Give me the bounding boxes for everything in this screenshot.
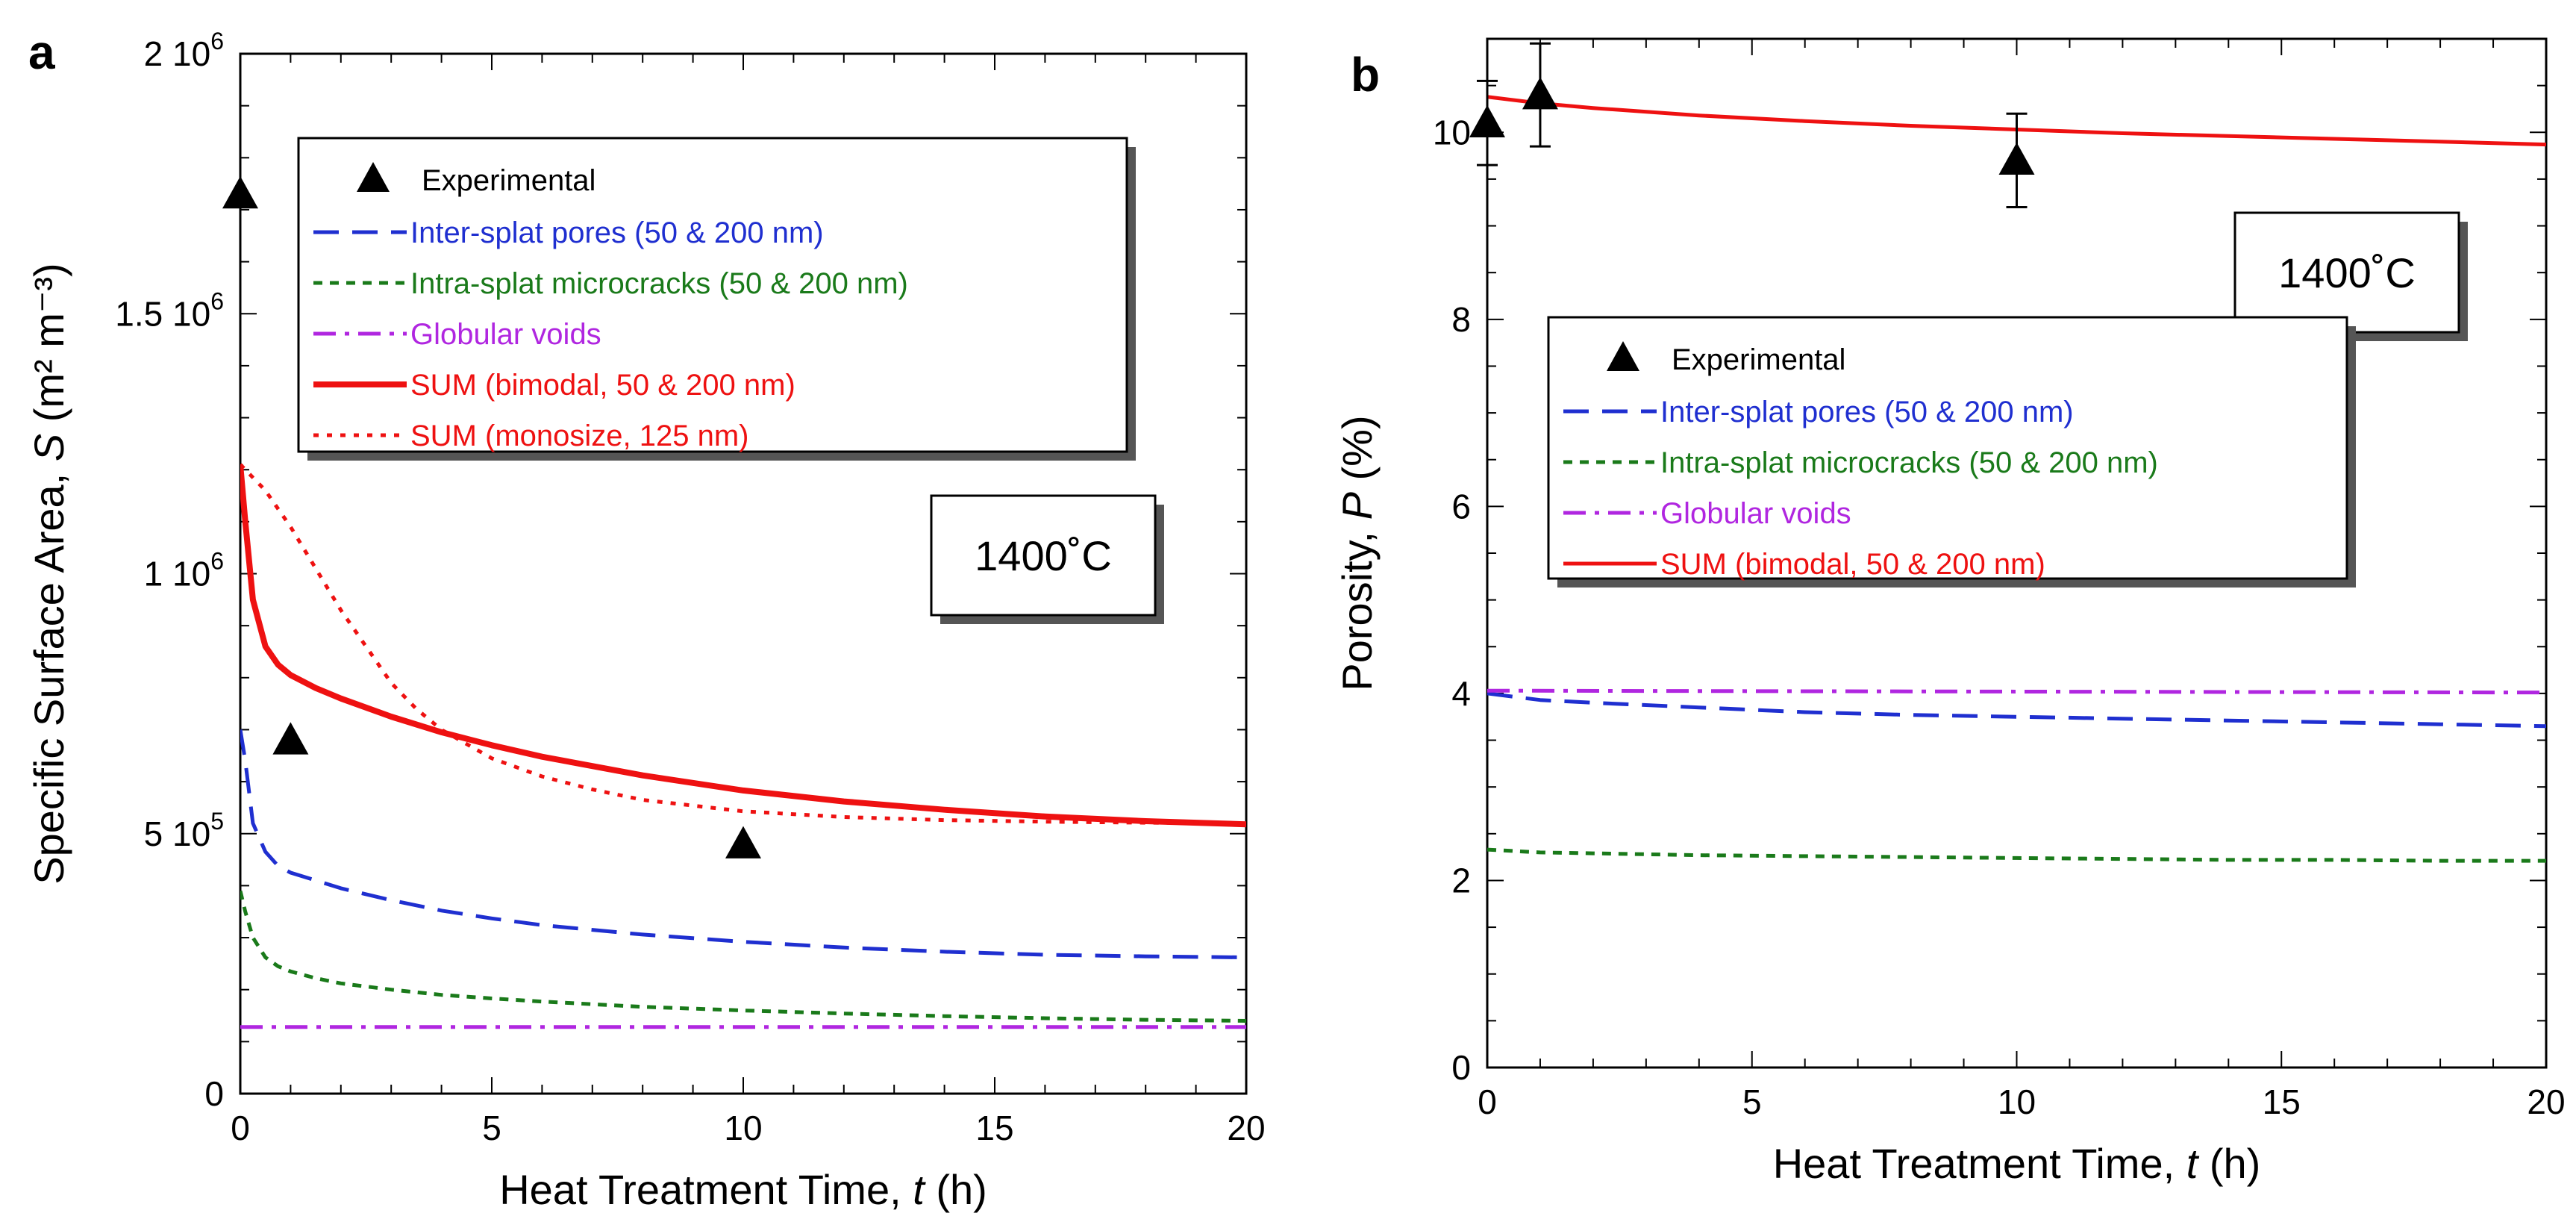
legend-entry: SUM (monosize, 125 nm) bbox=[410, 420, 748, 452]
temperature-annotation: 1400˚C bbox=[975, 532, 1112, 579]
legend-entry-experimental: Experimental bbox=[1672, 343, 1845, 376]
y-tick-mantissa: 5 10 bbox=[144, 814, 211, 853]
y-tick-exponent: 5 bbox=[210, 808, 224, 835]
y-tick-label: 6 bbox=[1451, 487, 1471, 526]
x-tick-label: 20 bbox=[2527, 1082, 2565, 1121]
series-line bbox=[1487, 847, 2546, 863]
legend-box bbox=[1547, 316, 2348, 580]
x-axis-label-var: t bbox=[913, 1166, 926, 1213]
x-tick-label: 0 bbox=[231, 1109, 250, 1147]
x-tick-label: 20 bbox=[1227, 1109, 1265, 1147]
y-tick-exponent: 6 bbox=[210, 287, 224, 314]
panel-letter: b bbox=[1351, 48, 1380, 102]
x-tick-label: 10 bbox=[1998, 1082, 2036, 1121]
x-tick-label: 5 bbox=[482, 1109, 501, 1147]
series-line bbox=[240, 729, 1246, 959]
x-axis-label-var: t bbox=[2186, 1140, 2200, 1187]
y-tick-mantissa: 0 bbox=[204, 1074, 224, 1113]
y-tick-exponent: 6 bbox=[210, 548, 224, 575]
series-line bbox=[1487, 95, 2546, 147]
y-tick-label: 10 bbox=[1433, 113, 1471, 152]
panel-letter: a bbox=[28, 25, 55, 79]
annotation-box bbox=[2233, 211, 2460, 334]
x-axis-label: Heat Treatment Time, t (h) bbox=[499, 1166, 987, 1213]
y-tick-label: 4 bbox=[1451, 674, 1471, 713]
experimental-point bbox=[1998, 142, 2035, 175]
y-tick-exponent: 6 bbox=[210, 28, 224, 54]
legend-marker-experimental bbox=[357, 162, 390, 192]
y-axis-label-unit: (%) bbox=[1334, 415, 1381, 492]
series-line bbox=[240, 890, 1246, 1023]
x-axis-label-unit: (h) bbox=[925, 1166, 987, 1213]
y-tick-label: 2 106 bbox=[144, 28, 224, 73]
legend-entry: Intra-splat microcracks (50 & 200 nm) bbox=[410, 267, 908, 300]
legend-entry: Intra-splat microcracks (50 & 200 nm) bbox=[1660, 446, 2158, 479]
y-tick-label: 0 bbox=[204, 1074, 224, 1113]
y-axis-label-text: Specific Surface Area, bbox=[25, 461, 72, 885]
y-axis-label: Specific Surface Area, S (m² m⁻³) bbox=[25, 263, 72, 884]
legend-marker-experimental bbox=[1607, 341, 1639, 371]
y-tick-label: 8 bbox=[1451, 300, 1471, 339]
experimental-point bbox=[1469, 105, 1505, 137]
experimental-point bbox=[1522, 77, 1558, 110]
experimental-point bbox=[725, 826, 761, 858]
y-axis-label-text: Porosity, bbox=[1334, 520, 1381, 691]
x-tick-label: 0 bbox=[1478, 1082, 1497, 1121]
y-tick-mantissa: 1.5 10 bbox=[115, 294, 210, 333]
y-tick-mantissa: 2 10 bbox=[144, 34, 211, 73]
annotation-box bbox=[930, 494, 1157, 617]
legend-entry-experimental: Experimental bbox=[422, 164, 595, 197]
x-tick-label: 5 bbox=[1742, 1082, 1762, 1121]
legend-box bbox=[297, 137, 1128, 453]
legend-entry: SUM (bimodal, 50 & 200 nm) bbox=[410, 369, 795, 402]
x-axis-label-unit: (h) bbox=[2198, 1140, 2260, 1187]
series-line bbox=[240, 464, 1246, 828]
y-tick-label: 1 106 bbox=[144, 548, 224, 593]
x-axis-label: Heat Treatment Time, t (h) bbox=[1773, 1140, 2261, 1187]
y-tick-label: 2 bbox=[1451, 861, 1471, 900]
y-tick-label: 1.5 106 bbox=[115, 287, 224, 333]
legend-entry: Inter-splat pores (50 & 200 nm) bbox=[1660, 396, 2074, 428]
panel-b: b 0 5 10 15 20 0 2 4 6 8 10 Heat Treatment Time, t (… bbox=[1334, 37, 2566, 1187]
series-line bbox=[1487, 691, 2546, 729]
series-line bbox=[1487, 688, 2546, 695]
y-tick-label: 5 105 bbox=[144, 808, 224, 853]
x-tick-label: 15 bbox=[975, 1109, 1013, 1147]
x-tick-label: 15 bbox=[2263, 1082, 2301, 1121]
y-axis-label-var: P bbox=[1334, 492, 1381, 520]
y-axis-label-unit: (m² m⁻³) bbox=[25, 263, 72, 434]
legend-entry: Globular voids bbox=[1660, 497, 1851, 530]
x-axis-label-text: Heat Treatment Time, bbox=[499, 1166, 913, 1213]
experimental-point bbox=[222, 176, 258, 209]
x-tick-label: 10 bbox=[724, 1109, 762, 1147]
temperature-annotation: 1400˚C bbox=[2278, 249, 2416, 296]
x-axis-label-text: Heat Treatment Time, bbox=[1773, 1140, 2186, 1187]
y-tick-label: 0 bbox=[1451, 1048, 1471, 1087]
y-tick-mantissa: 1 10 bbox=[144, 555, 211, 593]
series-line bbox=[240, 463, 1246, 826]
experimental-point bbox=[272, 722, 309, 755]
legend-entry: Inter-splat pores (50 & 200 nm) bbox=[410, 216, 824, 249]
y-axis-label-var: S bbox=[25, 434, 72, 461]
y-axis-label: Porosity, P (%) bbox=[1334, 415, 1381, 691]
legend-entry: Globular voids bbox=[410, 318, 601, 351]
legend-entry: SUM (bimodal, 50 & 200 nm) bbox=[1660, 548, 2045, 581]
